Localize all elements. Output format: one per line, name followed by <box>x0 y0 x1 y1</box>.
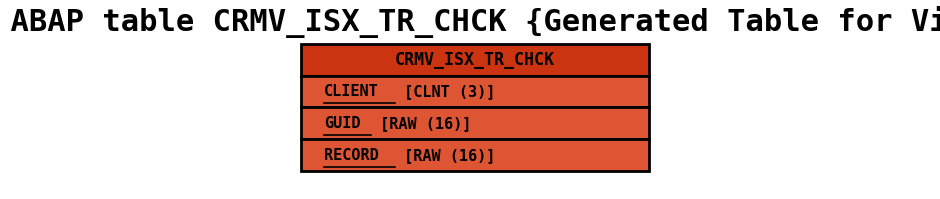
Text: [CLNT (3)]: [CLNT (3)] <box>395 84 495 99</box>
FancyBboxPatch shape <box>301 139 649 171</box>
Text: CRMV_ISX_TR_CHCK: CRMV_ISX_TR_CHCK <box>395 51 555 69</box>
Text: [RAW (16)]: [RAW (16)] <box>371 116 472 131</box>
FancyBboxPatch shape <box>301 76 649 107</box>
Text: GUID: GUID <box>324 116 361 131</box>
FancyBboxPatch shape <box>301 44 649 76</box>
Text: [RAW (16)]: [RAW (16)] <box>395 148 495 163</box>
FancyBboxPatch shape <box>301 107 649 139</box>
Text: SAP ABAP table CRMV_ISX_TR_CHCK {Generated Table for View}: SAP ABAP table CRMV_ISX_TR_CHCK {Generat… <box>0 6 940 38</box>
Text: CLIENT: CLIENT <box>324 84 379 99</box>
Text: RECORD: RECORD <box>324 148 379 163</box>
